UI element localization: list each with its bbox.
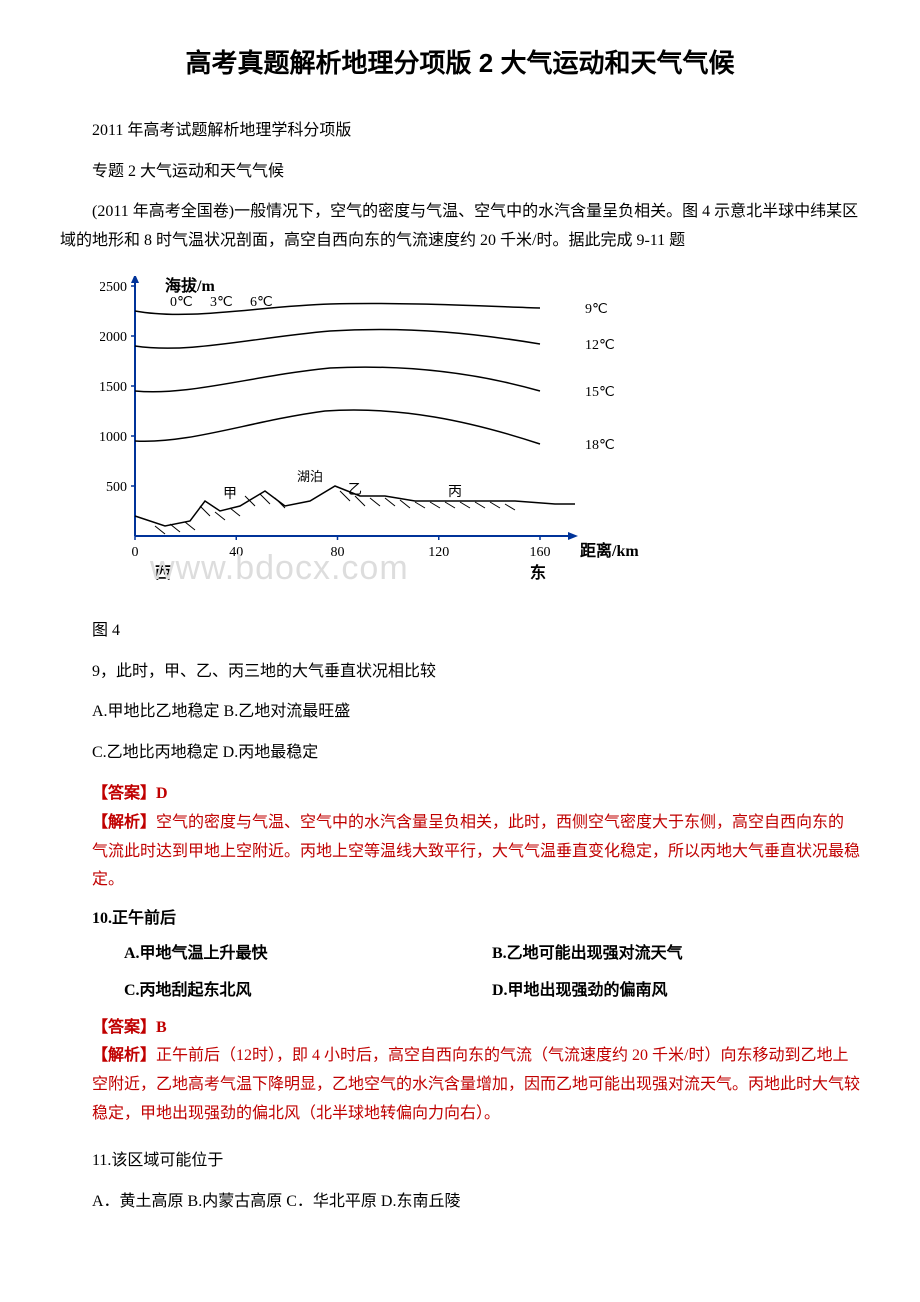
- svg-text:40: 40: [229, 545, 243, 560]
- svg-text:9℃: 9℃: [585, 302, 608, 317]
- q11-options: A．黄土高原 B.内蒙古高原 C．华北平原 D.东南丘陵: [92, 1188, 860, 1217]
- q10-options-row2: C.丙地刮起东北风 D.甲地出现强劲的偏南风: [124, 977, 860, 1006]
- svg-text:海拔/m: 海拔/m: [165, 276, 215, 295]
- q10-options-row1: A.甲地气温上升最快 B.乙地可能出现强对流天气: [124, 940, 860, 969]
- svg-text:2500: 2500: [100, 280, 127, 295]
- svg-text:2000: 2000: [100, 330, 127, 345]
- chart-svg: 500 1000 1500 2000 2500 0 40 80 120 160 海拔/m 距离/km 西…: [100, 276, 660, 596]
- q11-stem: 11.该区域可能位于: [60, 1147, 860, 1176]
- q10-analysis: 【解析】正午前后（12时），即 4 小时后，高空自西向东的气流（气流速度约 20…: [92, 1042, 860, 1128]
- figure-label: 图 4: [60, 617, 860, 646]
- intro-line-1: 2011 年高考试题解析地理学科分项版: [60, 117, 860, 146]
- svg-text:6℃: 6℃: [250, 295, 273, 310]
- svg-text:12℃: 12℃: [585, 338, 615, 353]
- q10-stem: 10.正午前后: [92, 905, 860, 934]
- intro-line-2: 专题 2 大气运动和天气气候: [60, 158, 860, 187]
- svg-text:距离/km: 距离/km: [580, 541, 639, 560]
- q9-stem: 9，此时，甲、乙、丙三地的大气垂直状况相比较: [60, 658, 860, 687]
- svg-text:1000: 1000: [100, 430, 127, 445]
- svg-text:1500: 1500: [100, 380, 127, 395]
- q10-answer-block: 【答案】B 【解析】正午前后（12时），即 4 小时后，高空自西向东的气流（气流…: [92, 1014, 860, 1129]
- q9-analysis-label: 【解析】: [92, 814, 156, 831]
- isotherm-chart: 500 1000 1500 2000 2500 0 40 80 120 160 海拔/m 距离/km 西…: [100, 276, 860, 607]
- page-title: 高考真题解析地理分项版 2 大气运动和天气气候: [60, 40, 860, 87]
- q10-analysis-text: 正午前后（12时），即 4 小时后，高空自西向东的气流（气流速度约 20 千米/…: [92, 1047, 860, 1122]
- svg-text:丙: 丙: [448, 485, 462, 500]
- svg-text:3℃: 3℃: [210, 295, 233, 310]
- q10-opt-c: C.丙地刮起东北风: [124, 977, 492, 1006]
- q10-answer-label: 【答案】B: [92, 1014, 860, 1043]
- svg-text:湖泊: 湖泊: [297, 469, 323, 484]
- q10-opt-a: A.甲地气温上升最快: [124, 940, 492, 969]
- q9-analysis: 【解析】空气的密度与气温、空气中的水汽含量呈负相关，此时，西侧空气密度大于东侧，…: [92, 809, 860, 895]
- q10-opt-b: B.乙地可能出现强对流天气: [492, 940, 860, 969]
- svg-text:80: 80: [331, 545, 345, 560]
- svg-text:甲: 甲: [223, 487, 237, 502]
- svg-text:0℃: 0℃: [170, 295, 193, 310]
- passage-text: (2011 年高考全国卷)一般情况下，空气的密度与气温、空气中的水汽含量呈负相关…: [60, 198, 860, 256]
- svg-text:160: 160: [530, 545, 551, 560]
- svg-text:500: 500: [106, 480, 127, 495]
- q10-analysis-label: 【解析】: [92, 1047, 156, 1064]
- svg-text:0: 0: [132, 545, 139, 560]
- q9-options-cd: C.乙地比丙地稳定 D.丙地最稳定: [92, 739, 860, 768]
- q9-options-ab: A.甲地比乙地稳定 B.乙地对流最旺盛: [92, 698, 860, 727]
- svg-text:18℃: 18℃: [585, 438, 615, 453]
- svg-text:东: 东: [530, 563, 546, 582]
- q10-stem-text: 10.正午前后: [92, 910, 176, 927]
- svg-text:15℃: 15℃: [585, 385, 615, 400]
- svg-text:西: 西: [155, 564, 171, 582]
- q9-analysis-text: 空气的密度与气温、空气中的水汽含量呈负相关，此时，西侧空气密度大于东侧，高空自西…: [92, 814, 860, 889]
- q9-answer-block: 【答案】D 【解析】空气的密度与气温、空气中的水汽含量呈负相关，此时，西侧空气密…: [92, 780, 860, 895]
- q9-answer-label: 【答案】D: [92, 780, 860, 809]
- svg-text:乙: 乙: [348, 482, 362, 498]
- svg-text:120: 120: [428, 545, 449, 560]
- q10-opt-d: D.甲地出现强劲的偏南风: [492, 977, 860, 1006]
